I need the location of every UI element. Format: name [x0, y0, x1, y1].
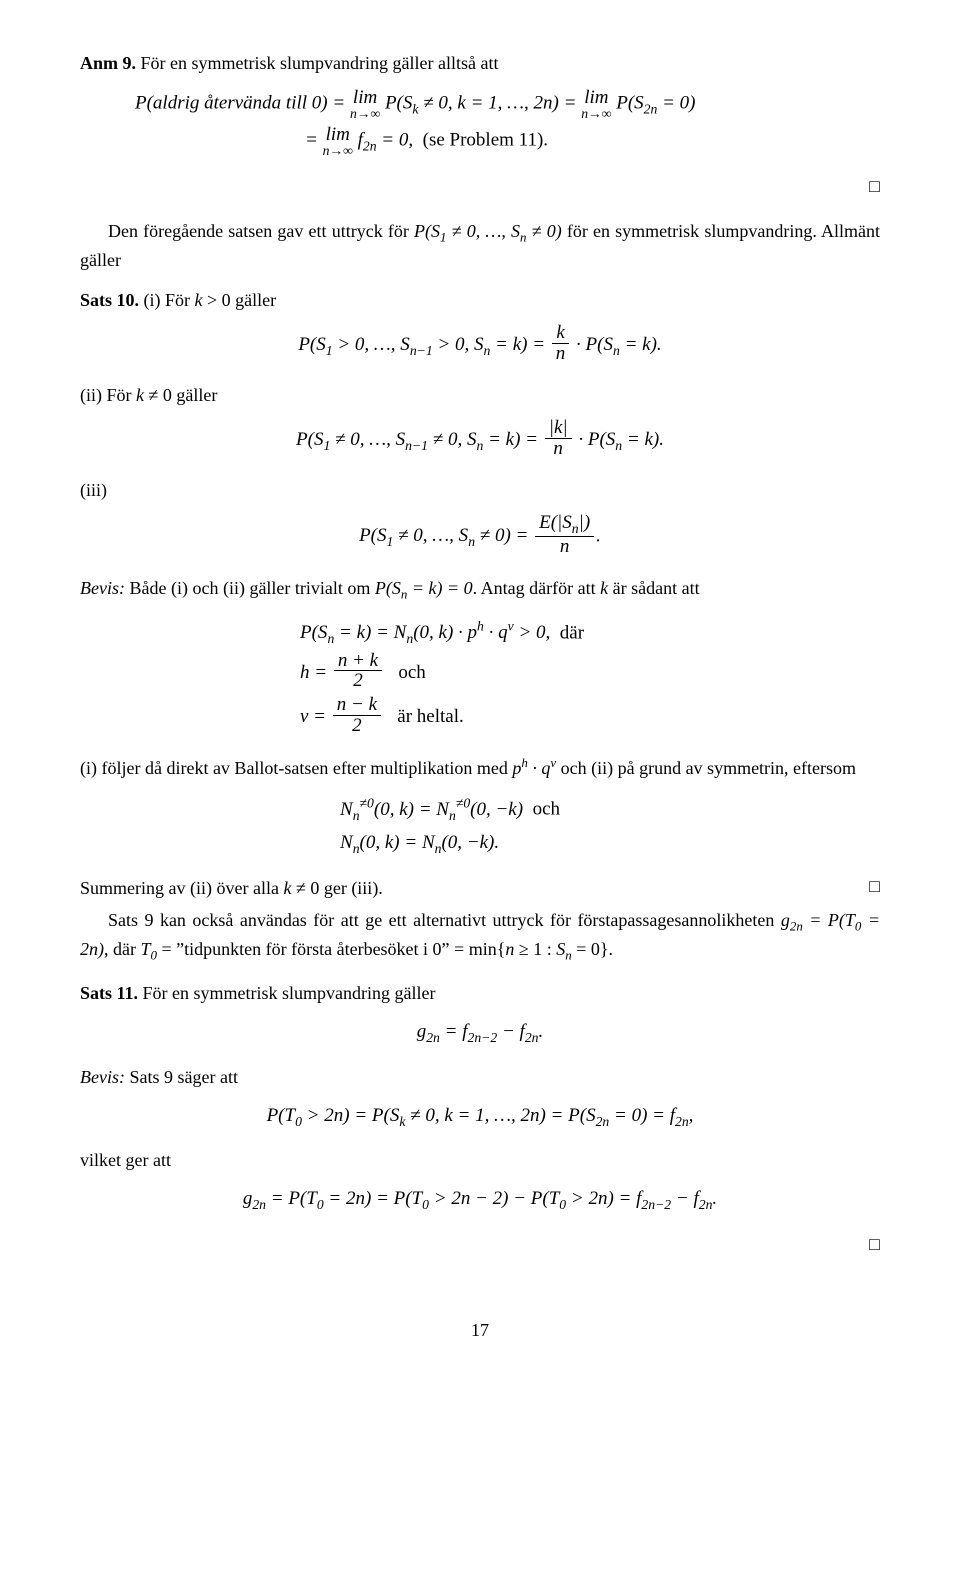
anm9-math-block: P(aldrig återvända till 0) = limn→∞ P(Sk…: [80, 88, 880, 157]
bevis10-para2: (i) följer då direkt av Ballot-satsen ef…: [80, 754, 880, 781]
sats10-ii-math: P(S1 ≠ 0, …, Sn−1 ≠ 0, Sn = k) = |k|n · …: [80, 420, 880, 461]
bevis10-sumline: Summering av (ii) över alla k ≠ 0 ger (i…: [80, 875, 880, 901]
bevis11-math1: P(T0 > 2n) = P(Sk ≠ 0, k = 1, …, 2n) = P…: [80, 1102, 880, 1132]
tombstone-icon: □: [869, 176, 880, 196]
pre-sats10-para: Den föregående satsen gav ett uttryck fö…: [80, 218, 880, 273]
page-number: 17: [80, 1317, 880, 1343]
bevis10-line1: Bevis: Både (i) och (ii) gäller trivialt…: [80, 575, 880, 604]
sats10-iii: (iii): [80, 477, 880, 503]
tombstone-icon: □: [869, 1234, 880, 1254]
sats10-i-math: P(S1 > 0, …, Sn−1 > 0, Sn = k) = kn · P(…: [80, 325, 880, 366]
tombstone-icon: □: [869, 873, 880, 899]
bevis10-label: Bevis:: [80, 578, 125, 598]
anm9-tombstone-line: □: [80, 173, 880, 199]
sats11-heading: Sats 11. För en symmetrisk slumpvandring…: [80, 980, 880, 1006]
bevis11-math2: g2n = P(T0 = 2n) = P(T0 > 2n − 2) − P(T0…: [80, 1185, 880, 1215]
sats11-math: g2n = f2n−2 − f2n.: [80, 1018, 880, 1048]
bevis11-text: Sats 9 säger att: [129, 1067, 237, 1087]
anm9-text: För en symmetrisk slumpvandring gäller a…: [141, 53, 499, 73]
sats10-i: Sats 10. (i) För k > 0 gäller: [80, 287, 880, 313]
anm9-label: Anm 9.: [80, 53, 136, 73]
sats11-text: För en symmetrisk slumpvandring gäller: [143, 983, 436, 1003]
page-container: Anm 9. För en symmetrisk slumpvandring g…: [0, 0, 960, 1403]
bevis11-tombstone-line: □: [80, 1231, 880, 1257]
bevis10-math2: Nn≠0(0, k) = Nn≠0(0, −k) och Nn(0, k) = …: [80, 793, 880, 859]
sats10-label: Sats 10.: [80, 290, 139, 310]
bevis10-math1: P(Sn = k) = Nn(0, k) · ph · qv > 0, där …: [80, 617, 880, 739]
anm9-heading: Anm 9. För en symmetrisk slumpvandring g…: [80, 50, 880, 76]
bevis11-line1: Bevis: Sats 9 säger att: [80, 1064, 880, 1090]
sats10-iii-math: P(S1 ≠ 0, …, Sn ≠ 0) = E(|Sn|)n.: [80, 515, 880, 559]
bevis11-label: Bevis:: [80, 1067, 125, 1087]
sats10-ii: (ii) För k ≠ 0 gäller: [80, 382, 880, 408]
sats11-label: Sats 11.: [80, 983, 138, 1003]
bevis11-vilket: vilket ger att: [80, 1147, 880, 1173]
bevis10-postpara: Sats 9 kan också användas för att ge ett…: [80, 907, 880, 966]
